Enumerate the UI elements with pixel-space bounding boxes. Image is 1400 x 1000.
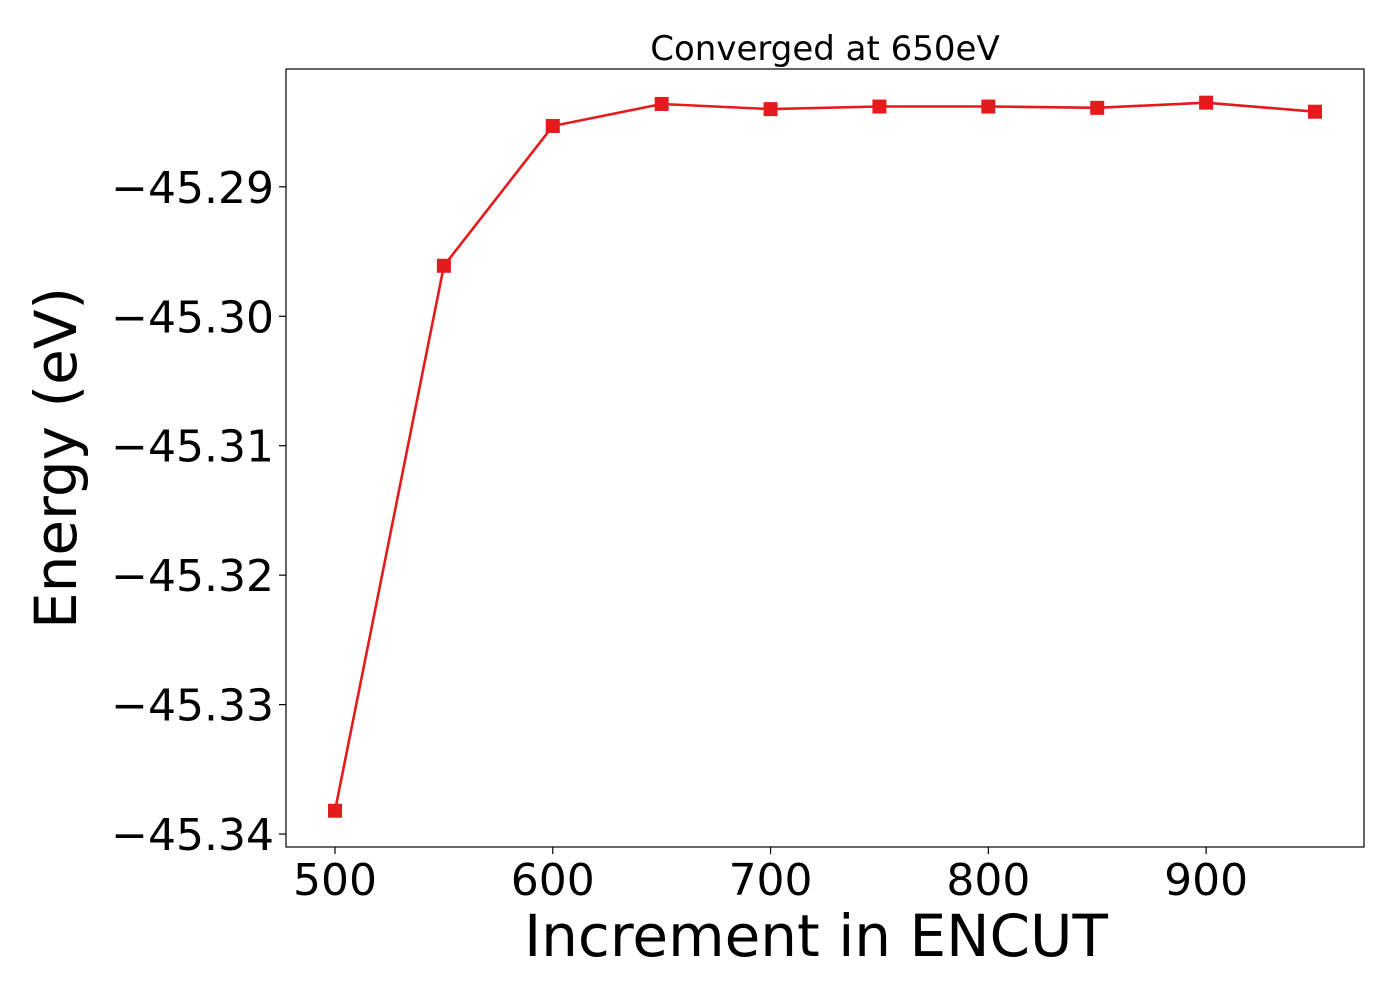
- data-point-marker: [1199, 95, 1214, 110]
- x-tick-label: 600: [511, 855, 595, 906]
- x-axis-label: Increment in ENCUT: [524, 902, 1108, 970]
- x-tick-label: 700: [729, 855, 813, 906]
- data-point-marker: [872, 99, 887, 114]
- series-line: [333, 101, 1316, 812]
- data-point-marker: [545, 118, 560, 133]
- series-layer: [328, 95, 1322, 818]
- data-point-marker: [1090, 100, 1105, 115]
- y-tick-label: −45.34: [111, 810, 274, 861]
- data-point-marker: [1308, 104, 1322, 119]
- x-tick-label: 900: [1164, 855, 1248, 906]
- chart-title: Converged at 650eV: [650, 29, 999, 69]
- y-tick-label: −45.33: [111, 681, 274, 732]
- axis-ticks: 500 600 700 800 900 −45.29 −45.30 −45.31 −45.32 −…: [111, 163, 1248, 906]
- data-point-marker: [654, 96, 669, 111]
- y-tick-label: −45.30: [111, 292, 274, 343]
- data-point-marker: [328, 803, 342, 818]
- y-tick-label: −45.29: [111, 163, 274, 214]
- plot-area: [285, 68, 1365, 848]
- data-point-marker: [436, 258, 451, 273]
- data-point-marker: [763, 102, 778, 117]
- y-axis-label: Energy (eV): [22, 287, 90, 629]
- y-tick-label: −45.32: [111, 551, 274, 602]
- y-tick-label: −45.31: [111, 422, 274, 473]
- x-tick-label: 500: [293, 855, 377, 906]
- data-point-marker: [981, 99, 996, 114]
- x-tick-label: 800: [946, 855, 1030, 906]
